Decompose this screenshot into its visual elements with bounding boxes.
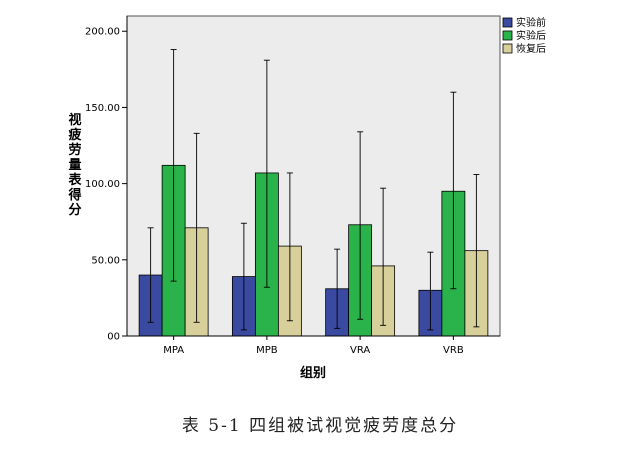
y-tick-label: 150.00	[85, 103, 120, 114]
x-axis-title: 组别	[300, 365, 326, 381]
error-bar-mpa-s3	[193, 132, 200, 323]
y-axis-title: 视疲劳量表得分	[67, 112, 82, 218]
y-axis-ticks: 00 50.00 100.00 150.00 200.00	[85, 27, 127, 343]
error-bar-vrb-s2	[450, 91, 457, 290]
legend-label: 实验后	[516, 29, 546, 42]
error-bar-mpa-s1	[147, 227, 154, 323]
legend-swatch	[502, 43, 513, 54]
legend-swatch	[502, 30, 513, 41]
error-bar-vrb-s3	[473, 174, 480, 328]
error-bar-mpa-s2	[170, 49, 177, 282]
y-tick-label: 00	[107, 332, 120, 343]
y-tick-label: 200.00	[85, 27, 120, 38]
error-bar-vra-s1	[334, 248, 341, 329]
x-axis-ticks: MPA MPB VRA VRB	[163, 336, 464, 356]
figure-caption: 表 5-1 四组被试视觉疲劳度总分	[181, 416, 459, 436]
error-bar-vra-s3	[380, 187, 387, 326]
y-tick-label: 100.00	[85, 179, 120, 190]
error-bars-group	[147, 49, 480, 331]
error-bar-mpb-s1	[240, 222, 247, 331]
legend-label: 实验前	[516, 16, 546, 29]
x-tick-label: MPA	[163, 345, 184, 356]
error-bar-vrb-s1	[427, 251, 434, 331]
error-bar-mpb-s2	[263, 59, 270, 288]
legend-swatch	[502, 17, 513, 28]
x-tick-label: VRA	[350, 345, 370, 356]
x-tick-label: MPB	[256, 345, 278, 356]
bar-chart: 00 50.00 100.00 150.00 200.00 MPA MPB VRA VRB 组…	[67, 15, 546, 381]
error-bar-mpb-s3	[286, 172, 293, 322]
x-tick-label: VRB	[443, 345, 464, 356]
y-tick-label: 50.00	[91, 255, 120, 266]
legend-label: 恢复后	[516, 42, 546, 55]
error-bar-vra-s2	[357, 131, 364, 320]
